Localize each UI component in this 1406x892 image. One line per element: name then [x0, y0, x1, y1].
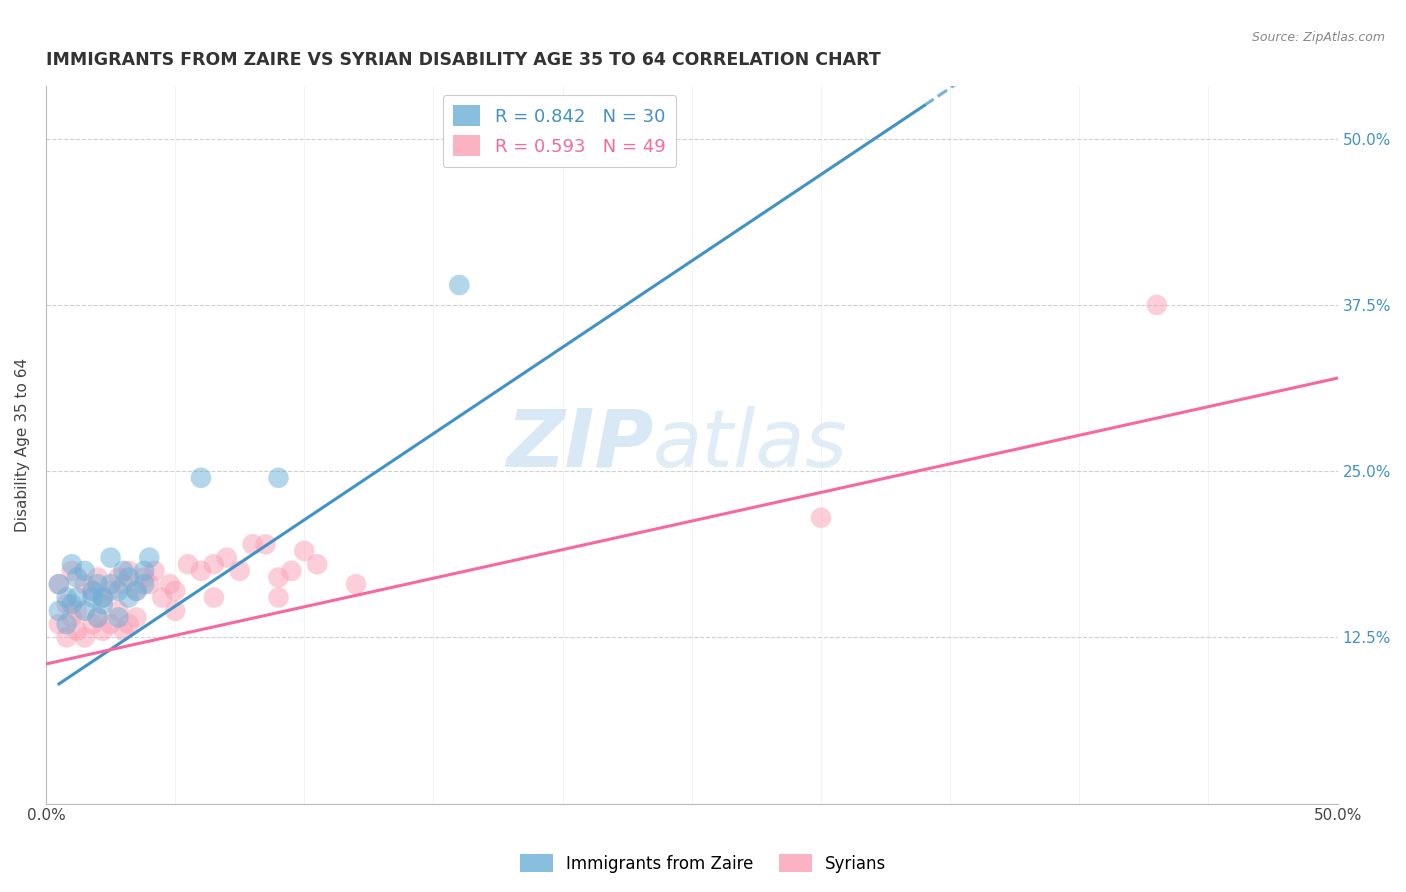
- Point: [55, 591, 77, 605]
- Point: [267, 591, 290, 605]
- Point: [107, 610, 129, 624]
- Point: [86, 610, 108, 624]
- Point: [165, 583, 187, 598]
- Point: [112, 564, 135, 578]
- Point: [82, 617, 104, 632]
- Point: [280, 564, 302, 578]
- Text: Source: ZipAtlas.com: Source: ZipAtlas.com: [1251, 31, 1385, 45]
- Point: [117, 564, 139, 578]
- Point: [117, 591, 139, 605]
- Point: [215, 550, 238, 565]
- Point: [165, 604, 187, 618]
- Text: atlas: atlas: [652, 406, 848, 483]
- Point: [55, 631, 77, 645]
- Point: [60, 558, 83, 572]
- Point: [86, 570, 108, 584]
- Legend: Immigrants from Zaire, Syrians: Immigrants from Zaire, Syrians: [513, 847, 893, 880]
- Text: ZIP: ZIP: [506, 406, 652, 483]
- Point: [48, 617, 70, 632]
- Point: [86, 610, 108, 624]
- Point: [117, 570, 139, 584]
- Point: [100, 583, 122, 598]
- Point: [190, 471, 212, 485]
- Point: [810, 510, 832, 524]
- Point: [60, 610, 83, 624]
- Point: [73, 577, 96, 591]
- Point: [48, 604, 70, 618]
- Point: [107, 570, 129, 584]
- Point: [60, 597, 83, 611]
- Point: [66, 570, 89, 584]
- Point: [112, 577, 135, 591]
- Point: [138, 550, 160, 565]
- Point: [344, 577, 367, 591]
- Point: [73, 604, 96, 618]
- Point: [449, 277, 471, 292]
- Point: [177, 558, 200, 572]
- Point: [134, 570, 156, 584]
- Point: [143, 564, 166, 578]
- Point: [55, 617, 77, 632]
- Point: [107, 604, 129, 618]
- Point: [150, 591, 173, 605]
- Point: [91, 597, 114, 611]
- Point: [48, 577, 70, 591]
- Point: [86, 577, 108, 591]
- Point: [66, 604, 89, 618]
- Point: [100, 550, 122, 565]
- Point: [60, 564, 83, 578]
- Point: [73, 631, 96, 645]
- Point: [100, 577, 122, 591]
- Point: [202, 591, 225, 605]
- Point: [48, 577, 70, 591]
- Point: [267, 570, 290, 584]
- Point: [91, 624, 114, 638]
- Point: [292, 544, 315, 558]
- Point: [82, 583, 104, 598]
- Point: [117, 617, 139, 632]
- Point: [125, 583, 148, 598]
- Point: [267, 471, 290, 485]
- Point: [91, 591, 114, 605]
- Point: [112, 624, 135, 638]
- Point: [228, 564, 250, 578]
- Point: [125, 583, 148, 598]
- Point: [91, 591, 114, 605]
- Text: IMMIGRANTS FROM ZAIRE VS SYRIAN DISABILITY AGE 35 TO 64 CORRELATION CHART: IMMIGRANTS FROM ZAIRE VS SYRIAN DISABILI…: [46, 51, 880, 69]
- Point: [82, 591, 104, 605]
- Point: [66, 591, 89, 605]
- Point: [125, 610, 148, 624]
- Point: [55, 597, 77, 611]
- Point: [1146, 298, 1168, 312]
- Point: [66, 624, 89, 638]
- Y-axis label: Disability Age 35 to 64: Disability Age 35 to 64: [15, 358, 30, 532]
- Point: [100, 617, 122, 632]
- Point: [202, 558, 225, 572]
- Point: [107, 583, 129, 598]
- Point: [254, 537, 277, 551]
- Point: [82, 583, 104, 598]
- Point: [73, 564, 96, 578]
- Point: [242, 537, 264, 551]
- Point: [134, 577, 156, 591]
- Legend: R = 0.842   N = 30, R = 0.593   N = 49: R = 0.842 N = 30, R = 0.593 N = 49: [443, 95, 676, 167]
- Point: [190, 564, 212, 578]
- Point: [159, 577, 181, 591]
- Point: [138, 577, 160, 591]
- Point: [134, 564, 156, 578]
- Point: [307, 558, 329, 572]
